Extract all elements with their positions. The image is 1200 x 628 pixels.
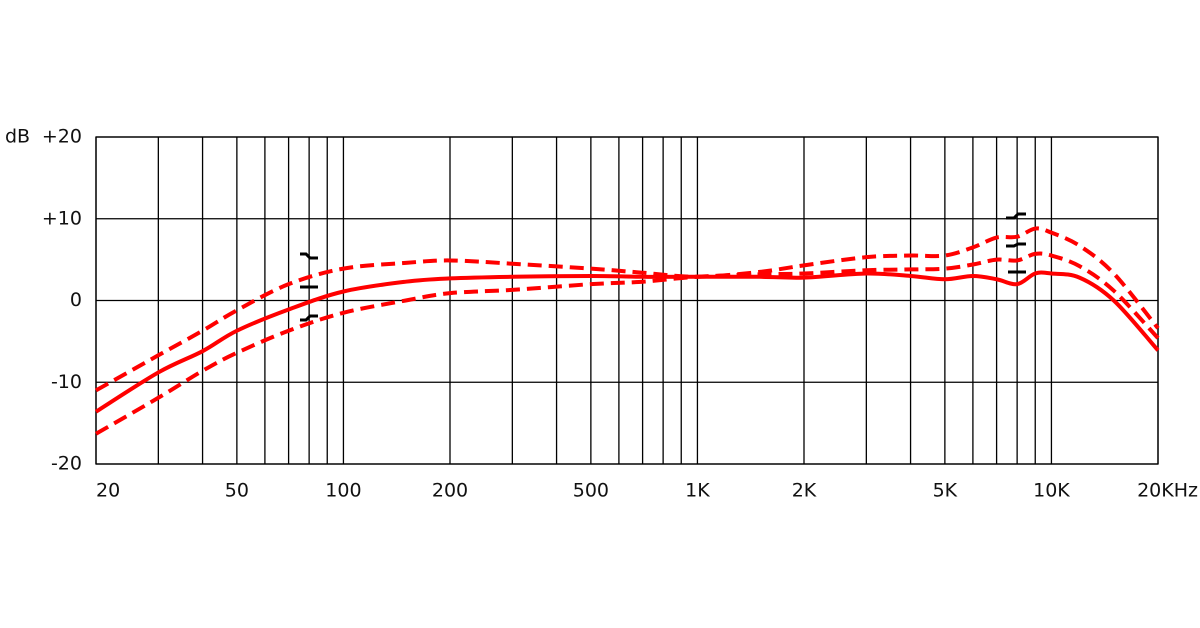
y-tick-label: -10 — [51, 371, 82, 393]
x-tick-label: 50 — [225, 480, 249, 502]
x-tick-label: 100 — [325, 480, 361, 502]
response-curve — [95, 251, 1160, 436]
response-curve — [95, 226, 1160, 393]
x-tick-label: 5K — [933, 480, 958, 502]
x-tick-label: 200 — [432, 480, 468, 502]
x-tick-label: 500 — [573, 480, 609, 502]
plot-frame — [95, 136, 1159, 465]
x-tick-label: 20KHz — [1137, 480, 1198, 502]
marker — [300, 252, 318, 260]
marker — [1006, 212, 1026, 220]
y-tick-label: -20 — [51, 453, 82, 475]
x-tick-label: 1K — [685, 480, 710, 502]
x-tick-label: 10K — [1033, 480, 1070, 502]
y-axis-label: dB — [5, 126, 30, 148]
x-tick-label: 2K — [792, 480, 817, 502]
response-curve — [94, 270, 1160, 414]
y-tick-label: +20 — [42, 126, 82, 148]
marker — [1006, 242, 1026, 248]
y-tick-label: +10 — [42, 207, 82, 229]
y-tick-label: 0 — [70, 289, 82, 311]
marker — [300, 314, 318, 322]
x-tick-label: 20 — [96, 480, 120, 502]
